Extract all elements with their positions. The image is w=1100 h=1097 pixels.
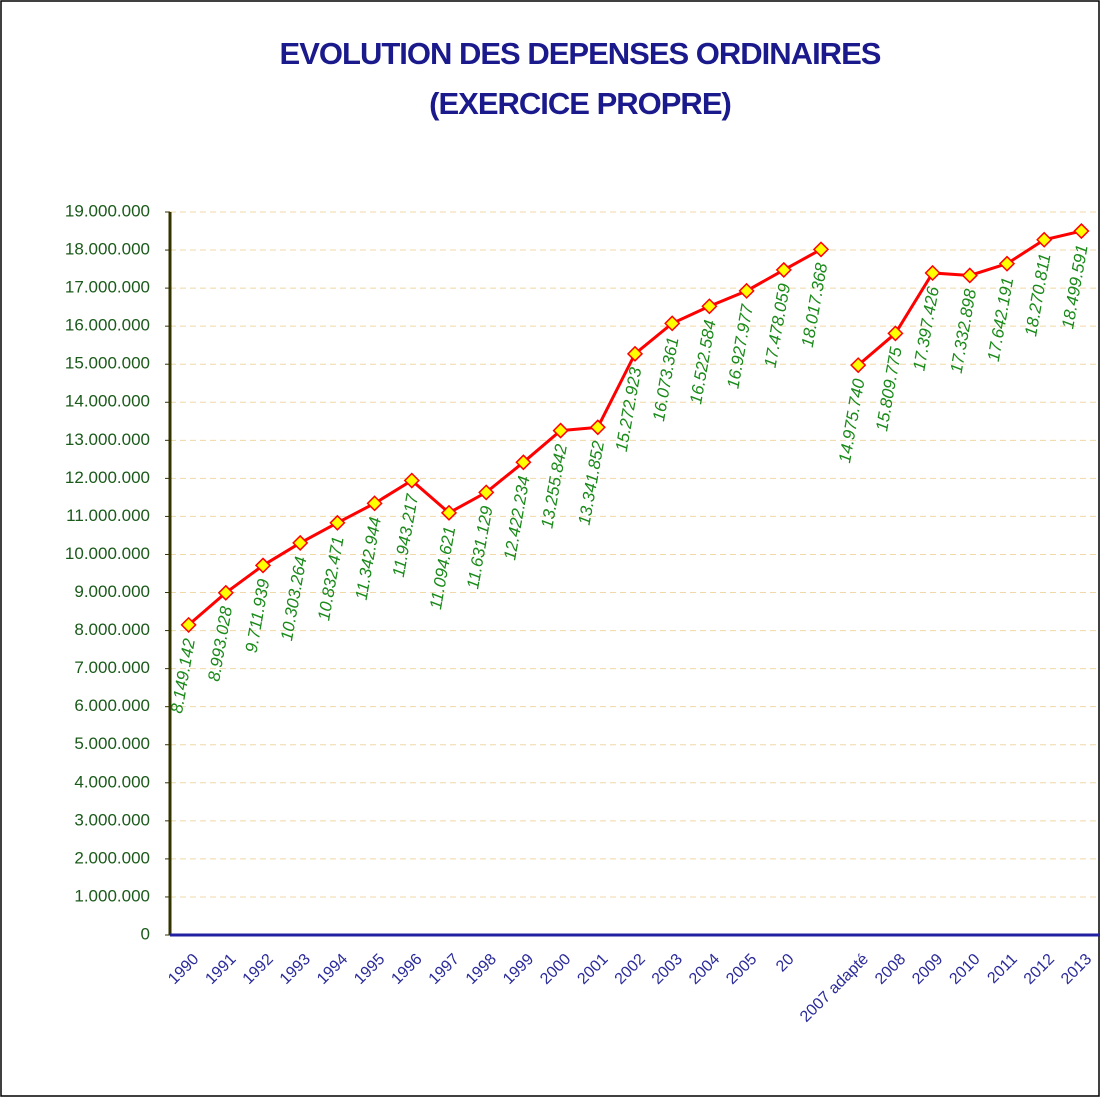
marker — [515, 454, 532, 471]
marker — [366, 495, 383, 512]
y-tick-label: 7.000.000 — [74, 658, 150, 677]
marker — [217, 584, 234, 601]
marker — [924, 264, 941, 282]
marker — [775, 261, 792, 278]
y-tick-label: 13.000.000 — [65, 430, 150, 449]
chart-title: EVOLUTION DES DEPENSES ORDINAIRES — [280, 36, 881, 71]
marker — [329, 514, 346, 531]
marker — [998, 255, 1016, 272]
y-tick-label: 19.000.000 — [65, 201, 150, 220]
y-tick-label: 18.000.000 — [65, 240, 150, 259]
y-tick-label: 4.000.000 — [74, 772, 150, 791]
y-tick-label: 12.000.000 — [65, 468, 150, 487]
y-tick-label: 6.000.000 — [74, 696, 150, 715]
marker — [292, 534, 309, 551]
marker — [403, 472, 420, 489]
marker — [626, 345, 644, 362]
y-tick-label: 0 — [141, 924, 150, 943]
y-tick-label: 17.000.000 — [65, 278, 150, 297]
marker — [812, 241, 830, 258]
y-tick-label: 16.000.000 — [65, 316, 150, 335]
y-tick-label: 3.000.000 — [74, 810, 150, 829]
y-tick-label: 11.000.000 — [66, 506, 150, 525]
marker — [701, 298, 718, 315]
marker — [254, 557, 272, 574]
marker — [961, 267, 978, 284]
y-tick-label: 9.000.000 — [74, 582, 150, 601]
marker — [887, 325, 904, 342]
y-tick-label: 8.000.000 — [74, 620, 150, 639]
marker — [738, 282, 755, 299]
marker — [478, 484, 495, 501]
series-line — [187, 248, 822, 627]
marker — [180, 616, 197, 633]
marker — [552, 422, 569, 439]
y-tick-label: 10.000.000 — [65, 544, 150, 563]
marker — [850, 357, 867, 374]
y-tick-label: 2.000.000 — [74, 848, 150, 867]
y-tick-label: 1.000.000 — [74, 886, 150, 905]
marker — [664, 315, 681, 332]
y-tick-label: 14.000.000 — [65, 392, 150, 411]
chart-title: (EXERCICE PROPRE) — [429, 86, 731, 121]
marker — [1073, 222, 1090, 240]
marker — [440, 504, 458, 521]
y-tick-label: 5.000.000 — [74, 734, 150, 753]
marker — [1036, 231, 1053, 248]
y-tick-label: 15.000.000 — [65, 354, 150, 373]
marker — [589, 419, 606, 436]
